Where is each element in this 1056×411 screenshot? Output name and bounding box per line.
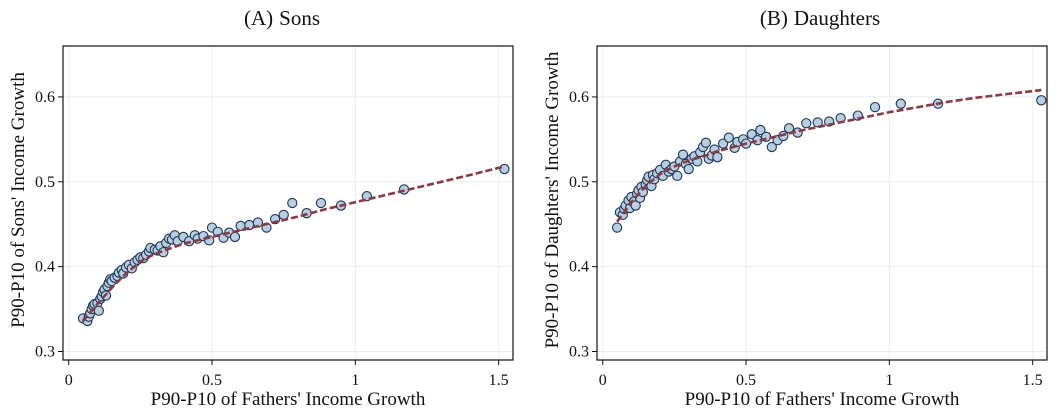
panel-title-daughters: (B) Daughters — [760, 6, 880, 30]
x-tick-label-daughters-3: 1.5 — [1023, 372, 1043, 389]
data-point-daughters-42 — [712, 152, 723, 163]
data-point-daughters-30 — [677, 149, 689, 160]
data-point-daughters-58 — [801, 118, 812, 129]
data-point-daughters-64 — [895, 98, 906, 109]
panel-title-daughters-text: Daughters — [794, 6, 880, 30]
x-tick-label-sons-1: 0.5 — [202, 372, 222, 389]
panel-title-sons-prefix: (A) — [244, 6, 273, 30]
data-point-daughters-59 — [812, 117, 823, 128]
data-point-sons-61 — [315, 197, 327, 209]
data-point-sons-52 — [229, 231, 241, 243]
fit-line-daughters — [616, 88, 1042, 223]
data-point-sons-59 — [287, 197, 298, 209]
y-tick-label-sons-0: 0.3 — [35, 344, 55, 361]
plot-frame-daughters — [596, 45, 1048, 361]
data-point-daughters-53 — [766, 141, 777, 153]
fit-line-sons — [82, 165, 505, 322]
y-tick-label-daughters-2: 0.5 — [569, 174, 589, 191]
panel-title-sons-text: Sons — [279, 6, 320, 30]
data-point-sons-65 — [499, 163, 510, 175]
x-tick-label-sons-2: 1 — [351, 372, 359, 389]
data-point-daughters-38 — [700, 137, 712, 148]
plot-frame-sons — [62, 45, 514, 361]
plot-area-sons: 0 0.5 1 1.5 0.3 0.4 0.5 0.6 — [35, 45, 514, 389]
y-tick-label-sons-3: 0.6 — [35, 89, 55, 106]
data-point-daughters-28 — [672, 170, 683, 181]
data-point-daughters-63 — [869, 101, 881, 113]
y-tick-label-sons-2: 0.5 — [35, 174, 55, 191]
x-tick-label-sons-3: 1.5 — [489, 372, 509, 389]
panel-title-sons: (A) Sons — [244, 6, 320, 30]
data-point-sons-8 — [93, 305, 104, 316]
panel-daughters: (B) Daughters P90-P10 of Fathers' Income … — [542, 6, 1048, 410]
plot-area-daughters: 0 0.5 1 1.5 0.3 0.4 0.5 0.6 — [569, 45, 1048, 389]
panel-title-daughters-prefix: (B) — [760, 6, 788, 30]
x-axis-label-sons: P90-P10 of Fathers' Income Growth — [151, 389, 426, 410]
y-tick-label-sons-1: 0.4 — [35, 259, 55, 276]
y-tick-label-daughters-3: 0.6 — [569, 89, 589, 106]
x-tick-label-sons-0: 0 — [65, 372, 73, 389]
x-tick-label-daughters-0: 0 — [599, 372, 607, 389]
data-point-daughters-0 — [611, 222, 623, 233]
data-point-daughters-66 — [1036, 95, 1047, 106]
panel-sons: (A) Sons P90-P10 of Fathers' Income Growt… — [8, 6, 514, 410]
data-point-daughters-51 — [755, 124, 766, 136]
y-tick-label-daughters-0: 0.3 — [569, 344, 589, 361]
x-tick-label-daughters-2: 1 — [885, 372, 893, 389]
x-axis-label-daughters: P90-P10 of Fathers' Income Growth — [685, 389, 960, 410]
y-axis-label-sons: P90-P10 of Sons' Income Growth — [8, 72, 29, 328]
data-point-daughters-44 — [723, 132, 734, 143]
y-tick-label-daughters-1: 0.4 — [569, 259, 589, 276]
x-tick-label-daughters-1: 0.5 — [736, 372, 756, 389]
data-point-daughters-32 — [683, 163, 694, 175]
data-point-daughters-9 — [630, 200, 641, 211]
y-axis-label-daughters: P90-P10 of Daughters' Income Growth — [542, 51, 563, 348]
